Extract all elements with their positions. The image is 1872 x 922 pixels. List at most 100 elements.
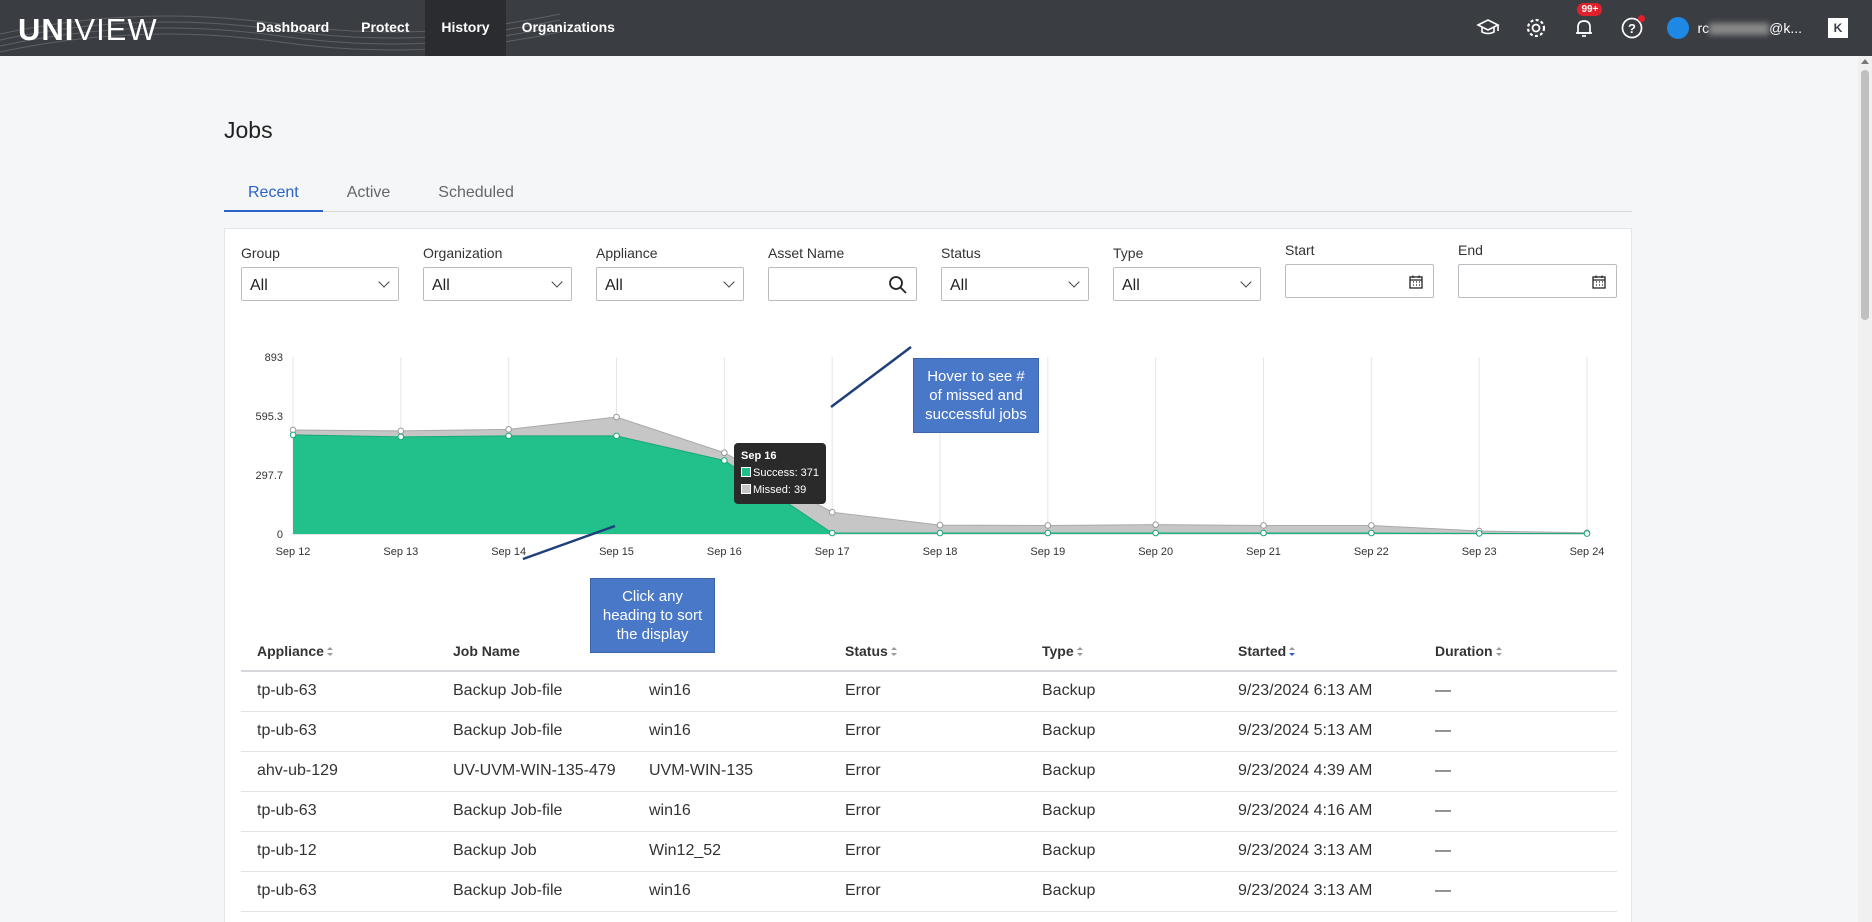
missed-point: [613, 413, 620, 421]
tab-scheduled[interactable]: Scheduled: [438, 184, 514, 201]
nav-organizations[interactable]: Organizations: [521, 19, 615, 35]
asset-cell: win16: [633, 791, 829, 832]
k-app-button[interactable]: K: [1828, 18, 1848, 38]
sort-callout-line: [522, 524, 616, 561]
column-header-started[interactable]: Started: [1222, 631, 1419, 672]
job-name-cell: Backup Job: [437, 831, 633, 872]
type-cell: Backup: [1026, 791, 1222, 832]
success-point: [1260, 529, 1267, 537]
table-row[interactable]: ahv-ub-129 UV-UVM-WIN-135-479 UVM-WIN-135 E…: [241, 751, 1617, 792]
x-tick-label: Sep 13: [383, 546, 418, 558]
x-tick-label: Sep 19: [1030, 546, 1065, 558]
status-cell: Error: [829, 671, 1026, 712]
graduation-cap-icon[interactable]: [1475, 15, 1501, 41]
asset-name-input[interactable]: [768, 267, 917, 301]
table-row[interactable]: tp-ub-63 Backup Job-file win16 Error Backup 9…: [241, 671, 1617, 712]
sort-desc-icon: [1289, 647, 1296, 657]
success-swatch: [741, 467, 751, 477]
type-select[interactable]: All: [1113, 267, 1261, 301]
missed-point: [1368, 522, 1375, 529]
gear-icon[interactable]: [1523, 15, 1549, 41]
duration-cell: —: [1419, 711, 1617, 752]
end-date-input[interactable]: [1458, 264, 1617, 298]
success-point: [936, 529, 944, 537]
hover-hint-callout: Hover to see # of missed and successful …: [913, 358, 1039, 433]
nav-history[interactable]: History: [425, 0, 506, 56]
svg-text:?: ?: [1628, 21, 1636, 36]
jobs-area-chart[interactable]: 893 595.3 297.7 0 Sep 12 Sep 13 Sep 14 Sep 15 Se…: [233, 339, 1625, 584]
type-filter-label: Type: [1113, 245, 1144, 261]
column-header-type[interactable]: Type: [1026, 631, 1222, 672]
notification-badge: 99+: [1577, 3, 1603, 16]
missed-point: [828, 508, 836, 516]
x-tick-label: Sep 17: [815, 546, 850, 558]
column-header-duration[interactable]: Duration: [1419, 631, 1617, 672]
success-point: [289, 431, 297, 439]
tab-recent[interactable]: Recent: [224, 180, 323, 212]
nav-dashboard[interactable]: Dashboard: [256, 19, 330, 35]
asset-cell: Win12_52: [633, 831, 829, 872]
x-tick-label: Sep 23: [1462, 546, 1497, 558]
y-tick-label: 595.3: [255, 411, 283, 423]
table-row[interactable]: tp-ub-63 Backup Job-file win16 Error Backup 9…: [241, 871, 1617, 912]
page-scrollbar[interactable]: [1858, 56, 1872, 922]
appliance-select[interactable]: All: [596, 267, 744, 301]
started-cell: 9/23/2024 4:16 AM: [1222, 791, 1419, 832]
scrollbar-thumb[interactable]: [1861, 70, 1869, 320]
y-tick-label: 297.7: [255, 470, 283, 482]
uniview-logo[interactable]: UNIVIEW: [18, 12, 158, 47]
table-row[interactable]: tp-ub-12 Backup Job Win12_52 Error Backup 9/2…: [241, 831, 1617, 872]
appliance-cell: tp-ub-63: [241, 711, 437, 752]
missed-point: [936, 521, 944, 529]
help-icon[interactable]: ?: [1619, 15, 1646, 41]
asset-cell: win16: [633, 711, 829, 752]
user-menu[interactable]: rc @k...: [1667, 17, 1802, 39]
search-icon[interactable]: [888, 275, 908, 295]
calendar-icon[interactable]: [1592, 275, 1606, 289]
column-header-asset[interactable]: [633, 631, 829, 672]
type-cell: Backup: [1026, 711, 1222, 752]
appliance-cell: tp-ub-12: [241, 831, 437, 872]
column-header-status[interactable]: Status: [829, 631, 1026, 672]
status-cell: Error: [829, 871, 1026, 912]
jobs-table: Appliance Job Name Status Type Started D…: [241, 631, 1617, 912]
duration-cell: —: [1419, 751, 1617, 792]
x-tick-label: Sep 15: [599, 546, 634, 558]
chart-tooltip: Sep 16 Success: 371 Missed: 39: [734, 443, 827, 504]
status-select[interactable]: All: [941, 267, 1089, 301]
group-select[interactable]: All: [241, 267, 399, 301]
sort-icon: [1076, 647, 1083, 657]
job-name-cell: Backup Job-file: [437, 711, 633, 752]
duration-cell: —: [1419, 871, 1617, 912]
table-row[interactable]: tp-ub-63 Backup Job-file win16 Error Backup 9…: [241, 791, 1617, 832]
x-tick-label: Sep 20: [1138, 546, 1173, 558]
tooltip-missed: Missed: 39: [741, 482, 819, 499]
organization-select[interactable]: All: [423, 267, 572, 301]
table-row[interactable]: tp-ub-63 Backup Job-file win16 Error Backup 9…: [241, 711, 1617, 752]
column-header-appliance[interactable]: Appliance: [241, 631, 437, 672]
x-tick-label: Sep 12: [276, 546, 311, 558]
type-cell: Backup: [1026, 831, 1222, 872]
success-point: [721, 457, 728, 464]
asset-name-filter: Asset Name: [768, 245, 917, 301]
organization-filter: Organization All: [423, 245, 572, 301]
scroll-up-arrow-icon[interactable]: [1861, 59, 1869, 64]
start-date-input[interactable]: [1285, 264, 1434, 298]
top-navigation-bar: UNIVIEW Dashboard Protect History Organi…: [0, 0, 1872, 56]
started-cell: 9/23/2024 4:39 AM: [1222, 751, 1419, 792]
status-cell: Error: [829, 831, 1026, 872]
x-tick-label: Sep 22: [1354, 546, 1389, 558]
appliance-cell: tp-ub-63: [241, 871, 437, 912]
tab-active[interactable]: Active: [346, 184, 391, 201]
appliance-filter: Appliance All: [596, 245, 744, 301]
column-header-job-name[interactable]: Job Name: [437, 631, 633, 672]
calendar-icon[interactable]: [1409, 275, 1423, 289]
bell-icon[interactable]: 99+: [1571, 3, 1603, 41]
type-cell: Backup: [1026, 671, 1222, 712]
job-name-cell: Backup Job-file: [437, 791, 633, 832]
missed-point: [1152, 521, 1159, 528]
page-title: Jobs: [224, 117, 273, 143]
success-point: [397, 433, 405, 441]
nav-protect[interactable]: Protect: [361, 19, 410, 35]
x-tick-label: Sep 18: [923, 546, 958, 558]
